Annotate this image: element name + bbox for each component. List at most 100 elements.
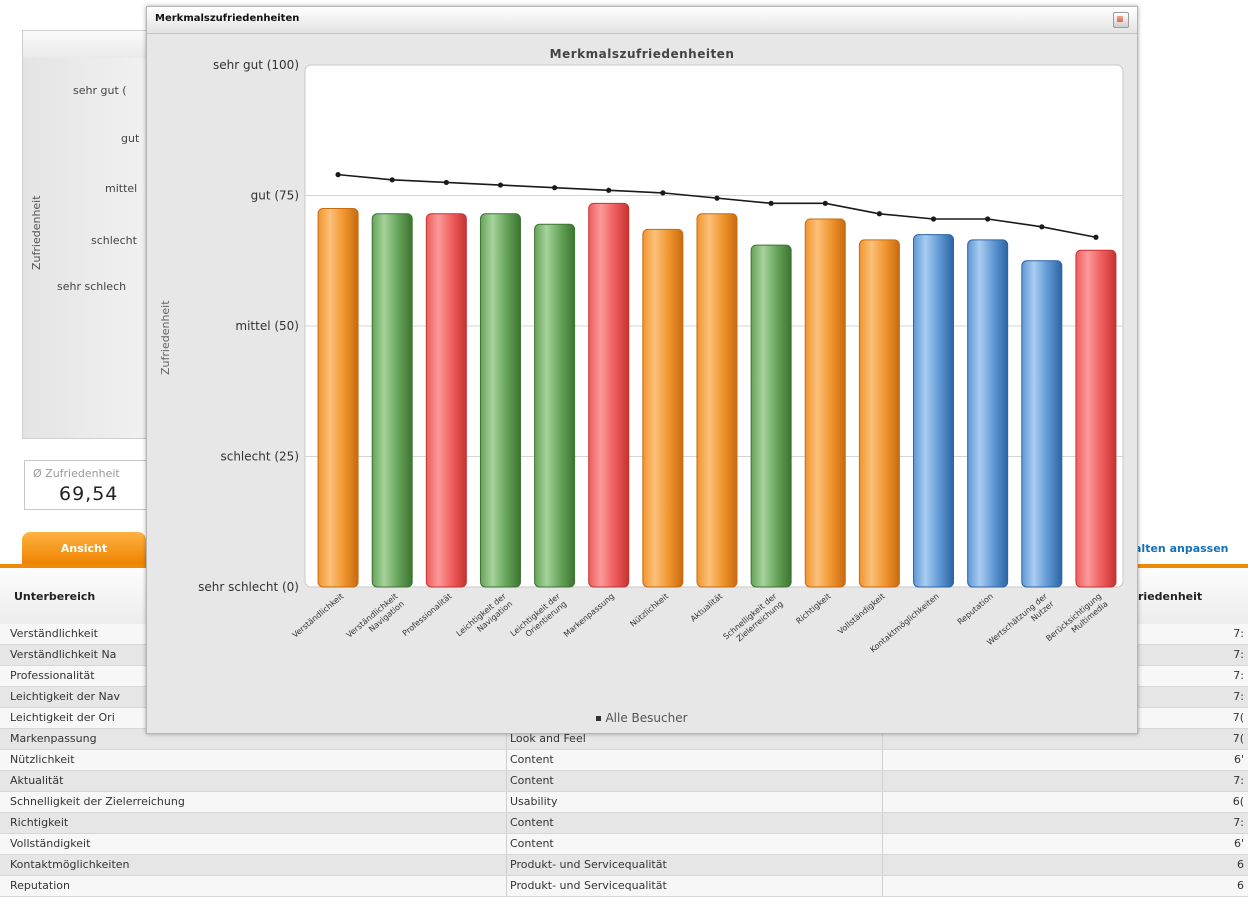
column-header-satisfaction[interactable]: riedenheit [1138,590,1203,603]
customize-columns-link[interactable]: alten anpassen [1134,542,1229,555]
cell-subarea: Leichtigkeit der Ori [10,711,115,724]
line-point[interactable] [930,216,937,222]
cell-subarea: Reputation [10,879,70,892]
column-divider [506,750,507,770]
table-row[interactable]: Nützlichkeit Content 6' [0,750,1248,771]
cell-satisfaction: 7( [1232,711,1244,724]
x-tick-label: Markenpassung [562,592,616,639]
y-tick-label: mittel (50) [235,319,299,333]
bar[interactable] [858,239,900,588]
x-tick-label: BerücksichtigungMultimedia [1044,592,1109,651]
bar[interactable] [534,223,576,588]
background-y-axis-label: Zufriedenheit [30,195,43,270]
bar[interactable] [425,213,467,588]
x-tick-label: Richtigkeit [794,592,832,626]
cell-satisfaction: 6' [1233,837,1244,850]
y-tick-label: sehr schlecht (0) [198,580,299,594]
column-divider [506,771,507,791]
close-icon[interactable] [1113,12,1129,28]
line-point[interactable] [443,179,449,186]
column-header-subarea[interactable]: Unterbereich [14,590,96,603]
table-row[interactable]: Schnelligkeit der Zielerreichung Usabilit… [0,792,1248,813]
bar[interactable] [479,213,521,588]
x-tick-label: Verständlichkeit [291,592,346,640]
cell-category: Produkt- und Servicequalität [510,858,667,871]
cell-subarea: Kontaktmöglichkeiten [10,858,130,871]
line-point[interactable] [606,187,612,193]
bg-tick-1: gut [121,132,140,145]
column-divider [506,876,507,896]
column-divider [882,876,883,896]
x-tick-label: Schnelligkeit derZielerreichung [722,591,786,649]
line-point[interactable] [1039,224,1045,230]
line-point[interactable] [1093,234,1099,240]
bar[interactable] [913,234,955,588]
table-row[interactable]: Kontaktmöglichkeiten Produkt- und Service… [0,855,1248,876]
cell-subarea: Verständlichkeit [10,627,98,640]
bar[interactable] [804,218,846,588]
line-point[interactable] [714,195,720,201]
x-tick-label: Leichtigkeit derNavigation [455,591,515,646]
popup-titlebar[interactable]: Merkmalszufriedenheiten [147,7,1137,34]
column-divider [882,750,883,770]
cell-satisfaction: 6 [1237,879,1244,892]
table-row[interactable]: Reputation Produkt- und Servicequalität 6 [0,876,1248,897]
cell-subarea: Richtigkeit [10,816,69,829]
line-point[interactable] [335,172,341,178]
cell-subarea: Nützlichkeit [10,753,75,766]
cell-category: Content [510,774,554,787]
bar[interactable] [642,228,684,588]
cell-subarea: Schnelligkeit der Zielerreichung [10,795,185,808]
average-satisfaction-box: Ø Zufriedenheit 69,54 [24,460,166,510]
line-point[interactable] [822,200,828,206]
table-row[interactable]: Vollständigkeit Content 6' [0,834,1248,855]
column-divider [882,792,883,812]
cell-satisfaction: 6( [1232,795,1244,808]
popup-title: Merkmalszufriedenheiten [155,13,300,24]
satisfaction-bar-chart: sehr gut (100) gut (75) mittel (50) schlech… [198,58,1124,654]
cell-category: Look and Feel [510,732,586,745]
bar[interactable] [588,202,630,588]
cell-category: Usability [510,795,558,808]
bar[interactable] [750,244,792,588]
line-point[interactable] [768,200,774,206]
line-point[interactable] [552,185,558,191]
average-satisfaction-value: 69,54 [59,483,119,505]
chart-title: Merkmalszufriedenheiten [549,47,735,61]
bar[interactable] [696,213,738,588]
line-point[interactable] [497,182,504,188]
table-row[interactable]: Richtigkeit Content 7: [0,813,1248,834]
x-tick-label: Reputation [956,592,995,627]
cell-subarea: Leichtigkeit der Nav [10,690,120,703]
x-tick-label: Leichtigkeit derOrientierung [509,591,569,646]
line-point[interactable] [985,216,991,222]
bar[interactable] [1021,260,1063,588]
cell-satisfaction: 6' [1233,753,1244,766]
average-satisfaction-label: Ø Zufriedenheit [33,467,120,480]
column-divider [882,855,883,875]
legend-marker-icon [596,716,602,721]
cell-subarea: Verständlichkeit Na [10,648,117,661]
chart-popup-window: Merkmalszufriedenheiten Merkmalszufriede… [146,6,1138,734]
x-tick-label: Professionalität [401,592,454,638]
column-divider [506,729,507,749]
line-point[interactable] [876,211,883,217]
cell-satisfaction: 7: [1233,816,1244,829]
bar[interactable] [967,239,1009,588]
bar[interactable] [1075,249,1117,588]
legend-entry-all-visitors[interactable]: Alle Besucher [605,711,688,725]
cell-satisfaction: 7: [1233,627,1244,640]
bar[interactable] [371,213,413,588]
y-tick-label: gut (75) [251,189,299,203]
table-row[interactable]: Markenpassung Look and Feel 7( [0,729,1248,750]
column-divider [506,813,507,833]
cell-category: Content [510,753,554,766]
column-divider [506,834,507,854]
line-point[interactable] [660,190,666,196]
tab-view[interactable]: Ansicht [22,532,146,564]
bg-tick-0: sehr gut ( [73,84,127,97]
line-point[interactable] [389,177,395,183]
cell-subarea: Professionalität [10,669,95,682]
table-row[interactable]: Aktualität Content 7: [0,771,1248,792]
bar[interactable] [317,208,359,588]
